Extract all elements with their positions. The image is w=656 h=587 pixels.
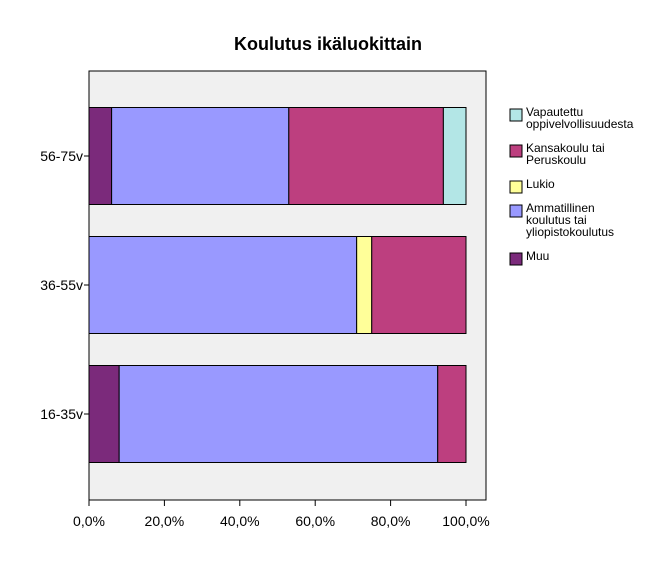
bar-16-35v-series-0 [88, 365, 120, 463]
bar-56-75v-series-1 [111, 107, 290, 205]
bar-56-75v-series-3 [288, 107, 444, 205]
x-tick-label: 0,0% [73, 513, 105, 529]
legend-swatch [509, 252, 523, 266]
bar-36-55v-series-2 [356, 236, 373, 334]
x-tick-label: 80,0% [371, 513, 411, 529]
y-tick-label: 36-55v [40, 277, 83, 293]
bar-56-75v-series-4 [442, 107, 467, 205]
legend-label: yliopistokoulutus [526, 225, 614, 239]
legend-swatch [509, 204, 523, 218]
legend-label: Lukio [526, 177, 555, 191]
x-tick-label: 40,0% [220, 513, 260, 529]
legend-label: Kansakoulu tai [526, 141, 605, 155]
y-tick-label: 16-35v [40, 406, 83, 422]
legend-label: oppivelvollisuudesta [526, 117, 634, 131]
bar-36-55v-series-3 [371, 236, 467, 334]
x-tick-label: 20,0% [145, 513, 185, 529]
chart-title: Koulutus ikäluokittain [233, 34, 422, 54]
bar-36-55v-series-1 [88, 236, 358, 334]
bar-16-35v-series-1 [118, 365, 439, 463]
bar-56-75v-series-0 [88, 107, 113, 205]
legend-swatch [509, 144, 523, 158]
legend-label: Muu [526, 249, 549, 263]
legend-label: Vapautettu [526, 105, 583, 119]
x-tick-label: 60,0% [295, 513, 335, 529]
legend-label: koulutus tai [526, 213, 587, 227]
y-tick-label: 56-75v [40, 148, 83, 164]
legend-swatch [509, 180, 523, 194]
x-tick-label: 100,0% [442, 513, 489, 529]
legend-label: Peruskoulu [526, 153, 586, 167]
legend-label: Ammatillinen [526, 201, 595, 215]
legend-swatch [509, 108, 523, 122]
bar-16-35v-series-3 [437, 365, 467, 463]
